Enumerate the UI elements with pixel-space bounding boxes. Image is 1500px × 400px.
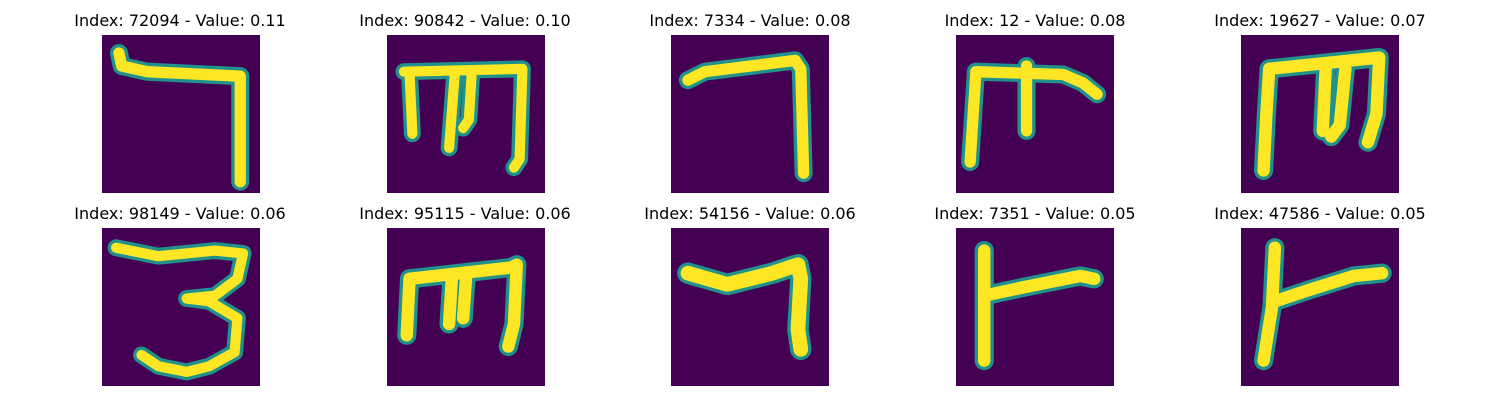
digit-image-5 (1241, 35, 1399, 193)
digit-image-10 (1241, 228, 1399, 386)
panel-title-10: Index: 47586 - Value: 0.05 (1214, 204, 1426, 223)
digit-image-8 (671, 228, 829, 386)
panel-title-9: Index: 7351 - Value: 0.05 (934, 204, 1136, 223)
digit-image-4 (956, 35, 1114, 193)
digit-image-9 (956, 228, 1114, 386)
digit-image-2 (387, 35, 545, 193)
digit-image-1 (102, 35, 260, 193)
panel-title-4: Index: 12 - Value: 0.08 (944, 11, 1126, 30)
panel-title-8: Index: 54156 - Value: 0.06 (644, 204, 856, 223)
panel-title-6: Index: 98149 - Value: 0.06 (74, 204, 286, 223)
panel-title-5: Index: 19627 - Value: 0.07 (1214, 11, 1426, 30)
panel-title-7: Index: 95115 - Value: 0.06 (359, 204, 571, 223)
panel-title-1: Index: 72094 - Value: 0.11 (74, 11, 286, 30)
digit-image-6 (102, 228, 260, 386)
digit-image-3 (671, 35, 829, 193)
digit-image-7 (387, 228, 545, 386)
panel-title-3: Index: 7334 - Value: 0.08 (649, 11, 851, 30)
panel-title-2: Index: 90842 - Value: 0.10 (359, 11, 571, 30)
